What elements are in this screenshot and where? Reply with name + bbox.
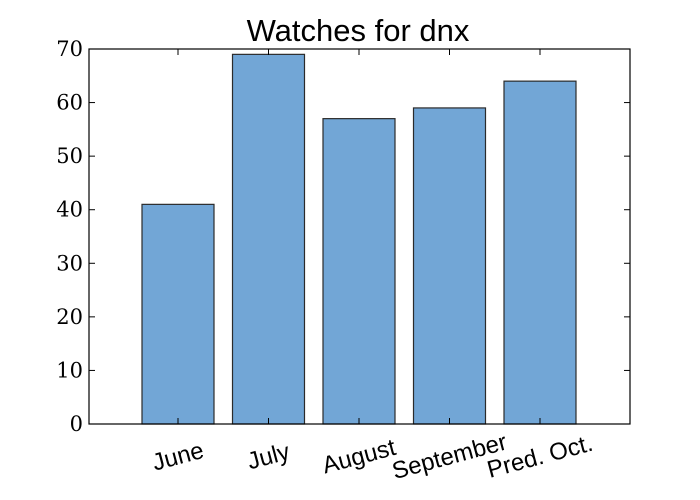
y-tick-label: 70 [56,37,83,61]
y-tick-label: 10 [56,358,83,382]
x-tick-label: August [319,434,398,480]
bar-august [322,118,396,425]
x-tick-label: July [244,438,292,475]
y-tick-label: 0 [70,412,83,436]
y-tick-label: 50 [56,144,83,168]
y-tick-label: 20 [56,305,83,329]
bar-september [412,107,487,425]
x-tick-label: June [149,437,206,477]
y-tick-label: 40 [56,198,83,222]
y-axis: 0 10 20 30 40 50 60 70 [56,37,630,436]
y-tick-label: 60 [56,91,83,115]
bar-june [141,203,215,425]
bar-pred-oct [503,80,577,425]
y-tick-label: 30 [56,251,83,275]
chart-title: Watches for dnx [247,13,470,48]
bar-july [231,53,306,425]
bars-group [141,53,577,425]
